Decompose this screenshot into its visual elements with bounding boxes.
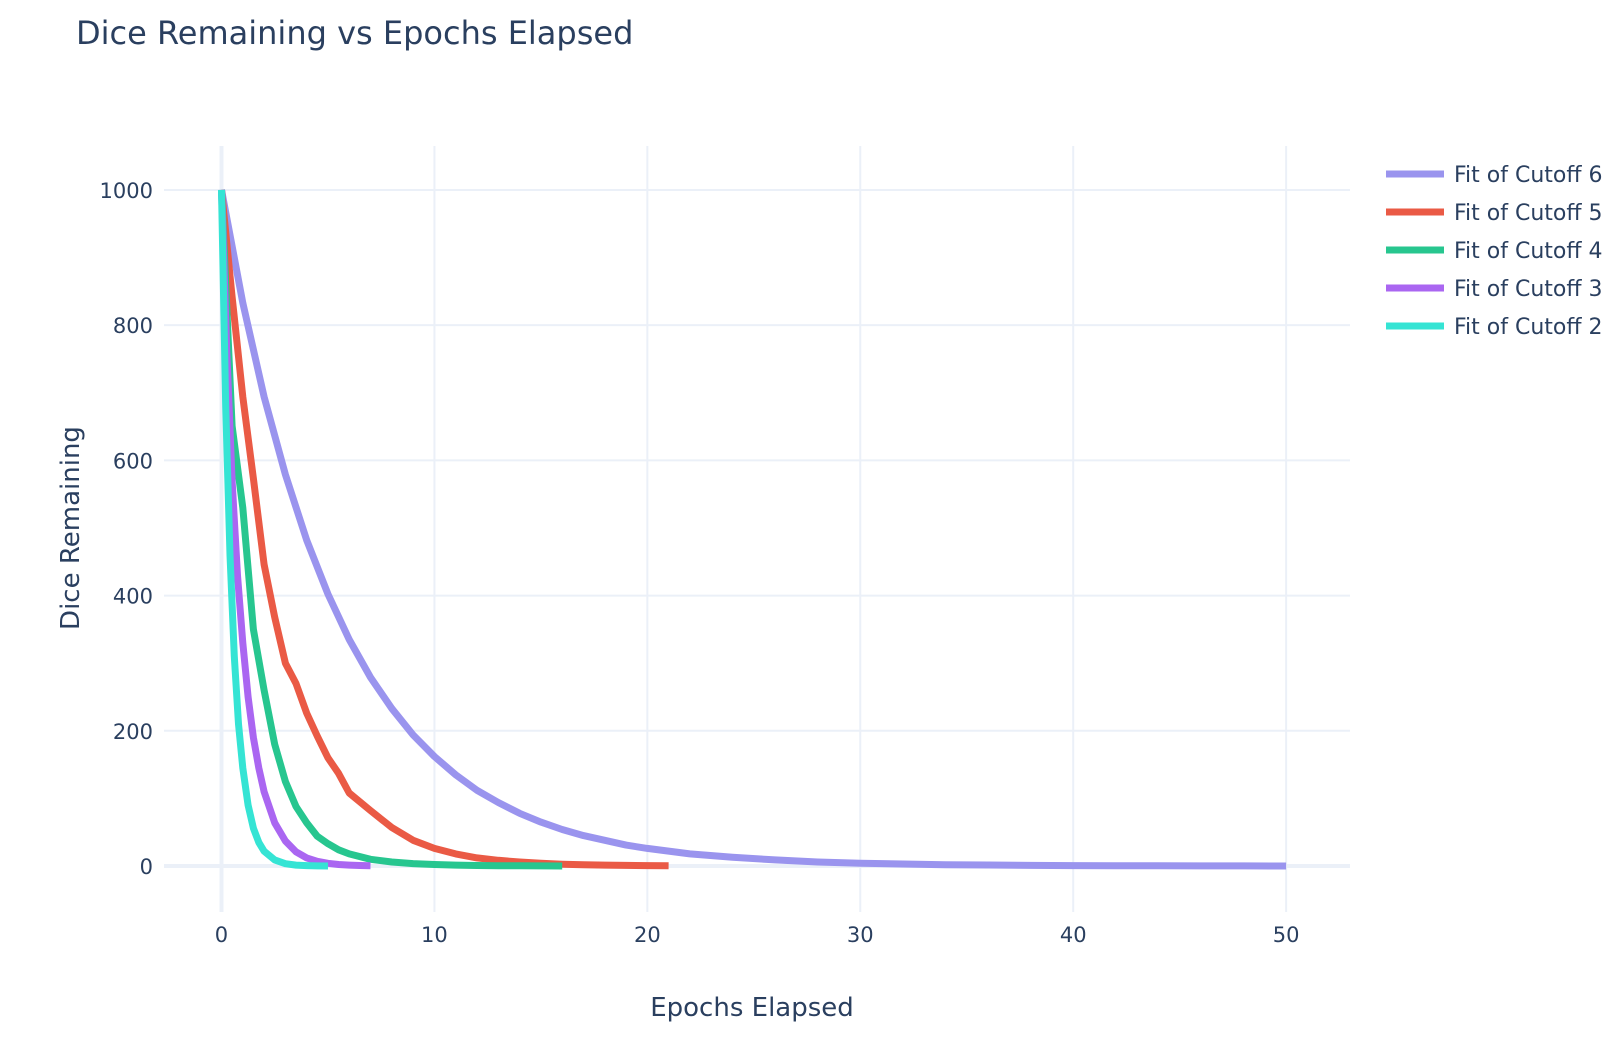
x-tick-label: 20 [634,923,661,947]
x-tick-label: 40 [1060,923,1087,947]
series-line-fit-of-cutoff-6[interactable] [218,189,1287,870]
legend-item[interactable]: Fit of Cutoff 6 [1386,163,1603,188]
legend-label: Fit of Cutoff 4 [1454,239,1603,264]
series-line-fit-of-cutoff-3[interactable] [218,189,371,870]
y-tick-label: 0 [140,855,153,879]
legend-item[interactable]: Fit of Cutoff 5 [1386,201,1603,226]
x-tick-label: 0 [215,923,228,947]
y-axis-title: Dice Remaining [56,426,86,630]
y-tick-label: 1000 [100,179,153,203]
x-tick-label: 50 [1273,923,1300,947]
x-axis-title: Epochs Elapsed [650,993,854,1023]
y-tick-label: 600 [113,449,153,473]
legend[interactable]: Fit of Cutoff 6 Fit of Cutoff 5 Fit of Cut… [1386,163,1603,340]
x-tick-label: 30 [847,923,874,947]
tick-layer: 0 10 20 30 40 50 0 200 400 600 800 1000 [100,179,1300,947]
legend-item[interactable]: Fit of Cutoff 3 [1386,277,1603,302]
legend-item[interactable]: Fit of Cutoff 4 [1386,239,1603,264]
legend-label: Fit of Cutoff 2 [1454,315,1603,340]
y-tick-label: 400 [113,585,153,609]
series-line-fit-of-cutoff-4[interactable] [218,189,563,870]
legend-label: Fit of Cutoff 6 [1454,163,1603,188]
legend-item[interactable]: Fit of Cutoff 2 [1386,315,1603,340]
y-tick-label: 800 [113,314,153,338]
legend-label: Fit of Cutoff 5 [1454,201,1603,226]
y-tick-label: 200 [113,720,153,744]
series-line-fit-of-cutoff-5[interactable] [218,189,669,870]
x-tick-label: 10 [421,923,448,947]
series-line-fit-of-cutoff-2[interactable] [218,189,329,870]
series-layer [218,189,1287,870]
chart-title: Dice Remaining vs Epochs Elapsed [76,14,633,52]
legend-label: Fit of Cutoff 3 [1454,277,1603,302]
grid-layer [164,146,1350,912]
